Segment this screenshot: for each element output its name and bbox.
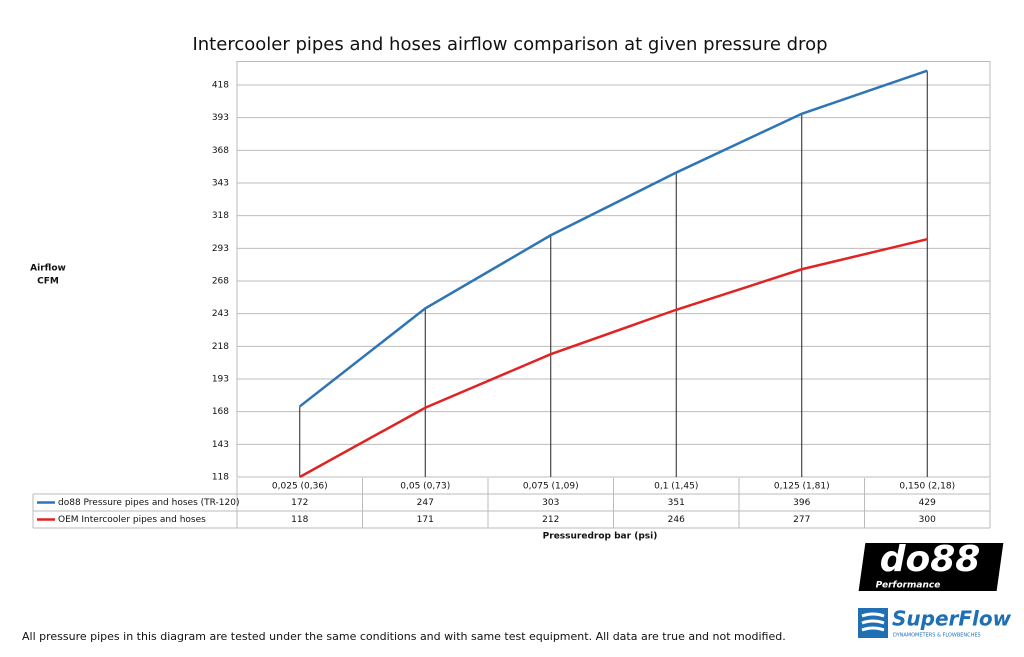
data-label: 351 bbox=[668, 498, 685, 508]
data-label: 212 bbox=[542, 515, 559, 525]
series-line bbox=[298, 69, 928, 408]
y-tick-label: 293 bbox=[212, 244, 229, 254]
superflow-logo: SuperFlow DYNAMOMETERS & FLOWBENCHES bbox=[858, 607, 1012, 639]
x-tick-label: 0,150 (2,18) bbox=[899, 482, 955, 492]
logo-subtext: Performance bbox=[876, 581, 941, 591]
data-label: 429 bbox=[919, 498, 936, 508]
logo-subtext: DYNAMOMETERS & FLOWBENCHES bbox=[893, 633, 981, 639]
y-axis-label: Airflow bbox=[30, 264, 66, 274]
y-tick-label: 418 bbox=[212, 81, 229, 91]
data-label: 300 bbox=[919, 515, 936, 525]
data-label: 277 bbox=[793, 515, 810, 525]
do88-logo: do88 Performance bbox=[858, 539, 1004, 591]
x-axis-label: Pressuredrop bar (psi) bbox=[543, 532, 658, 542]
data-label: 247 bbox=[417, 498, 434, 508]
y-tick-label: 268 bbox=[212, 277, 229, 287]
data-label: 303 bbox=[542, 498, 559, 508]
y-tick-label: 393 bbox=[212, 113, 229, 123]
legend-label: do88 Pressure pipes and hoses (TR-120) bbox=[58, 498, 239, 508]
x-tick-label: 0,025 (0,36) bbox=[272, 482, 328, 492]
y-axis-label: CFM bbox=[37, 277, 59, 287]
data-label: 396 bbox=[793, 498, 810, 508]
y-tick-label: 168 bbox=[212, 407, 229, 417]
y-tick-label: 193 bbox=[212, 375, 229, 385]
y-tick-label: 318 bbox=[212, 211, 229, 221]
y-tick-label: 368 bbox=[212, 146, 229, 156]
x-tick-label: 0,1 (1,45) bbox=[654, 482, 698, 492]
y-tick-label: 143 bbox=[212, 440, 229, 450]
data-label: 171 bbox=[417, 515, 434, 525]
x-tick-label: 0,125 (1,81) bbox=[774, 482, 830, 492]
y-tick-label: 118 bbox=[212, 473, 229, 483]
logo-text: SuperFlow bbox=[892, 607, 1012, 631]
x-tick-label: 0,075 (1,09) bbox=[523, 482, 579, 492]
x-tick-label: 0,05 (0,73) bbox=[400, 482, 450, 492]
footnote: All pressure pipes in this diagram are t… bbox=[22, 630, 786, 643]
series-line bbox=[299, 237, 928, 479]
data-label: 118 bbox=[291, 515, 308, 525]
data-label: 246 bbox=[668, 515, 685, 525]
chart-title: Intercooler pipes and hoses airflow comp… bbox=[192, 34, 827, 55]
data-label: 172 bbox=[291, 498, 308, 508]
logo-text: do88 bbox=[880, 539, 981, 580]
legend-label: OEM Intercooler pipes and hoses bbox=[58, 515, 206, 525]
y-tick-label: 218 bbox=[212, 342, 229, 352]
logo-box bbox=[858, 543, 1004, 591]
y-tick-label: 343 bbox=[212, 179, 229, 189]
y-tick-label: 243 bbox=[212, 309, 229, 319]
logo-icon-lines bbox=[861, 612, 885, 632]
plot-area bbox=[236, 61, 991, 478]
